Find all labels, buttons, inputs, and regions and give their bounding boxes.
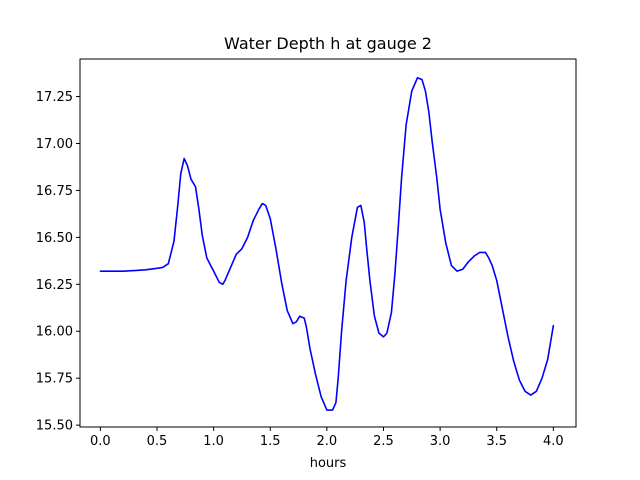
x-axis-label: hours [310, 456, 347, 471]
x-tick-label: 2.0 [317, 434, 338, 449]
y-tick-label: 16.25 [36, 278, 73, 293]
y-tick-label: 15.50 [36, 419, 73, 434]
y-tick-label: 16.00 [36, 325, 73, 340]
plot-frame [79, 58, 577, 428]
x-tick-label: 3.0 [430, 434, 451, 449]
x-tick-label: 1.5 [260, 434, 281, 449]
y-tick-label: 16.75 [36, 184, 73, 199]
x-tick-label: 0.5 [147, 434, 168, 449]
x-tick-label: 0.0 [90, 434, 111, 449]
chart-title: Water Depth h at gauge 2 [224, 34, 432, 53]
y-tick-label: 17.00 [36, 137, 73, 152]
y-tick-label: 17.25 [36, 90, 73, 105]
y-tick-label: 16.50 [36, 231, 73, 246]
y-tick-label: 15.75 [36, 372, 73, 387]
x-tick-label: 4.0 [543, 434, 564, 449]
x-tick-label: 1.0 [203, 434, 224, 449]
x-tick-label: 2.5 [373, 434, 394, 449]
plot-area: 0.0 0.5 1.0 1.5 2.0 2.5 3.0 3.5 4.0 15.50 15.75 16.… [36, 58, 577, 449]
x-tick-label: 3.5 [486, 434, 507, 449]
series-line-0 [99, 76, 555, 411]
